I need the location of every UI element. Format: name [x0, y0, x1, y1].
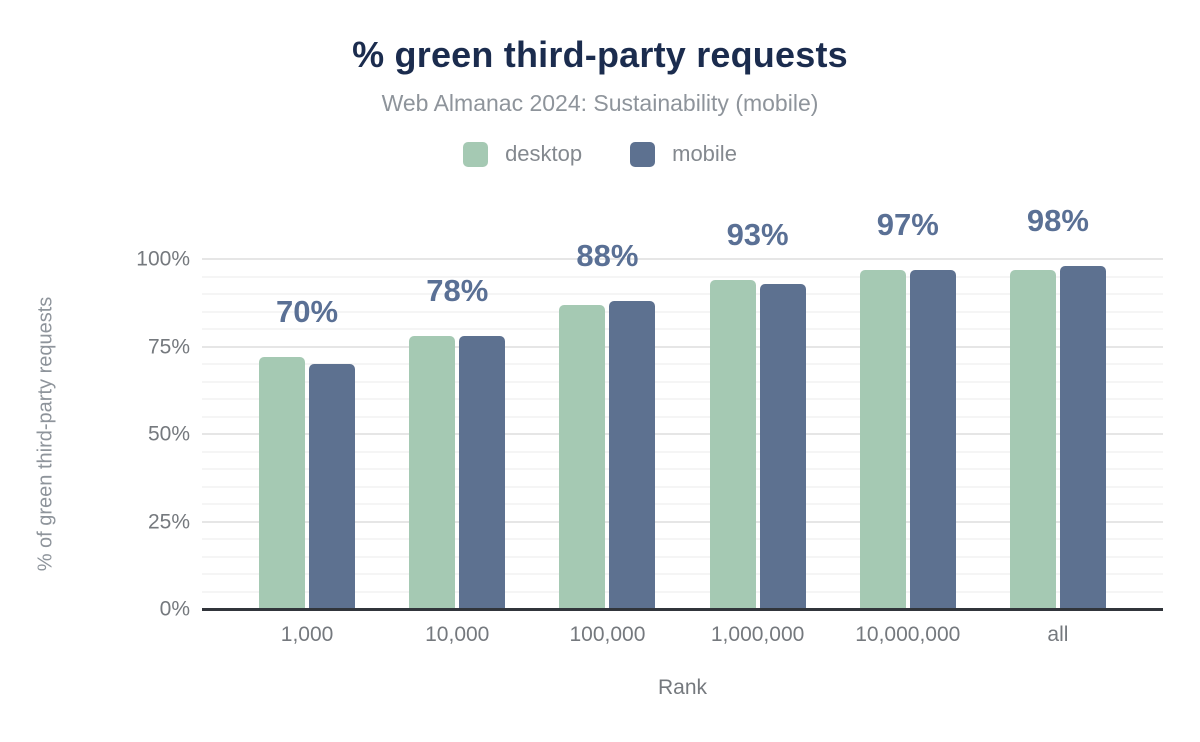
bar-value-label: 70% — [276, 294, 339, 329]
bar-mobile — [609, 301, 656, 609]
bar-mobile — [459, 336, 506, 609]
legend-label-desktop: desktop — [505, 141, 583, 166]
bars-row: 70% 1,000 78% 10,000 88% 100,000 93% 1,000,000 9… — [232, 205, 1133, 647]
gridline-minor — [202, 485, 1163, 488]
chart-title: % green third-party requests — [352, 34, 848, 75]
bar-group-1,000: 70% 1,000 — [232, 259, 382, 646]
gridline-minor — [202, 415, 1163, 418]
gridline-minor — [202, 503, 1163, 505]
legend: desktop mobile — [0, 141, 1200, 167]
bar-group-1,000,000: 93% 1,000,000 — [683, 219, 833, 646]
gridline-major — [202, 258, 1163, 260]
gridline-minor — [202, 363, 1163, 365]
gridline-minor — [202, 328, 1163, 330]
gridline-minor — [202, 555, 1163, 558]
gridline-major — [202, 345, 1163, 348]
plot-area: 70% 1,000 78% 10,000 88% 100,000 93% 1,000,000 9… — [136, 205, 1163, 647]
bar-mobile — [909, 269, 956, 609]
bar-value-label: 98% — [1026, 203, 1089, 238]
bar-desktop — [709, 280, 756, 609]
gridline-major — [202, 433, 1163, 435]
bar-desktop — [259, 357, 306, 609]
bar-desktop — [1009, 269, 1056, 609]
bar-mobile — [309, 364, 356, 609]
bar-group-all: 98% all — [983, 205, 1133, 646]
legend-swatch-desktop — [463, 141, 489, 167]
gridline-minor — [202, 538, 1163, 540]
chart-subtitle: Web Almanac 2024: Sustainability (mobile… — [381, 90, 819, 116]
x-tick-label: 1,000 — [280, 623, 334, 646]
bar-mobile — [759, 283, 806, 609]
legend-item-desktop[interactable]: desktop — [463, 141, 582, 167]
gridline-minor — [202, 590, 1163, 593]
gridline-minor — [202, 398, 1163, 400]
gridline-minor — [202, 450, 1163, 453]
y-tick-label: 75% — [147, 335, 190, 358]
legend-label-mobile: mobile — [672, 141, 737, 166]
bar-group-10,000,000: 97% 10,000,000 — [833, 209, 983, 647]
legend-swatch-mobile — [630, 141, 656, 167]
bar-mobile — [1059, 266, 1106, 609]
bar-group-10,000: 78% 10,000 — [382, 259, 532, 646]
x-tick-label: 10,000 — [425, 623, 490, 646]
gridline-minor — [202, 468, 1163, 470]
x-tick-label: all — [1047, 623, 1069, 646]
x-tick-label: 100,000 — [569, 623, 646, 646]
y-tick-label: 0% — [159, 597, 190, 621]
y-tick-label: 50% — [147, 422, 190, 446]
gridline-minor — [202, 275, 1163, 278]
bar-desktop — [409, 336, 456, 609]
bar-value-label: 97% — [876, 206, 939, 242]
gridline-minor — [202, 293, 1163, 295]
gridline-minor — [202, 380, 1163, 383]
y-tick-label: 25% — [147, 510, 190, 533]
gridline-minor — [202, 573, 1163, 575]
gridline-minor — [202, 310, 1163, 313]
x-axis-line — [202, 608, 1163, 611]
bar-value-label: 78% — [426, 273, 489, 308]
bar-desktop — [559, 304, 606, 609]
x-tick-label: 1,000,000 — [710, 623, 805, 646]
x-axis-title: Rank — [657, 676, 708, 699]
bar-value-label: 88% — [576, 238, 639, 273]
bar-value-label: 93% — [726, 217, 789, 252]
legend-item-mobile[interactable]: mobile — [630, 141, 737, 167]
x-tick-label: 10,000,000 — [855, 623, 961, 646]
gridline-major — [202, 520, 1163, 523]
bar-desktop — [859, 269, 906, 609]
y-axis-title: % of green third-party requests — [34, 296, 57, 572]
bar-group-100,000: 88% 100,000 — [532, 240, 682, 646]
y-tick-label: 100% — [136, 247, 190, 271]
